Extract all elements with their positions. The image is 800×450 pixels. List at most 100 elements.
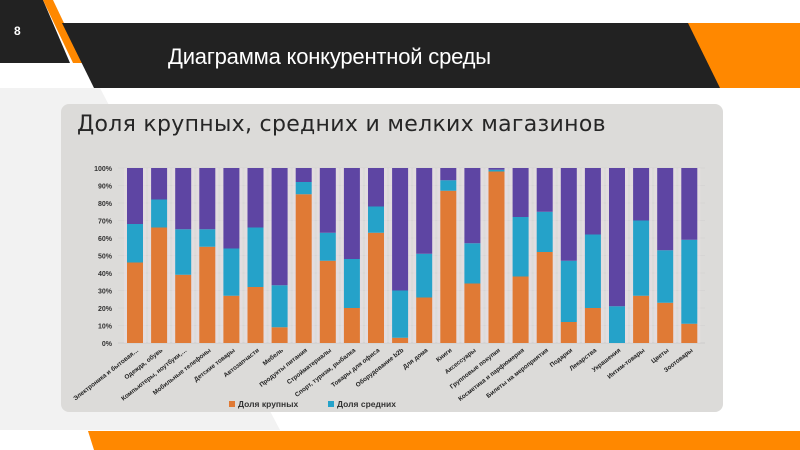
bar-segment-small [464, 168, 481, 244]
legend-swatch-medium [328, 401, 334, 407]
bar-segment-medium [392, 290, 409, 338]
bar-segment-small [271, 168, 288, 286]
footer-orange-band [88, 431, 800, 450]
bar-segment-small [560, 168, 577, 261]
y-tick-label: 20% [98, 306, 113, 313]
y-tick-label: 70% [98, 219, 113, 226]
bar-segment-large [657, 302, 674, 343]
bar-segment-large [536, 252, 553, 343]
bar-segment-large [343, 308, 360, 343]
y-tick-label: 40% [98, 271, 113, 278]
legend-label-medium: Доля средних [337, 399, 396, 409]
bar-segment-small [416, 168, 433, 254]
bar-segment-small [584, 168, 601, 235]
bar-segment-medium [151, 199, 168, 228]
bar-segment-medium [681, 239, 698, 324]
bar-segment-large [199, 246, 216, 343]
bar-segment-medium [488, 169, 505, 172]
bar-segment-medium [368, 206, 384, 233]
bar-segment-small [199, 168, 216, 230]
bar-segment-small [512, 168, 529, 217]
bar-segment-medium [223, 248, 240, 296]
bar-segment-large [681, 323, 698, 343]
corner-dark-block [0, 0, 70, 63]
bar-segment-large [319, 260, 336, 343]
bar-segment-medium [319, 232, 336, 261]
slide-number: 8 [14, 24, 21, 38]
bar-segment-large [271, 327, 288, 343]
y-tick-label: 90% [98, 184, 113, 191]
legend-swatch-large [229, 401, 235, 407]
y-tick-label: 30% [98, 289, 113, 296]
bar-segment-small [440, 168, 457, 181]
x-tick-label: Детские товары [193, 347, 237, 383]
bar-segment-medium [633, 220, 650, 296]
bar-segment-medium [199, 229, 216, 247]
bar-segment-small [127, 168, 143, 224]
bar-segment-medium [464, 243, 481, 284]
bar-segment-small [368, 168, 384, 207]
bar-segment-small [657, 168, 674, 251]
bar-segment-large [247, 287, 264, 343]
bar-segment-large [127, 262, 143, 343]
bar-segment-large [151, 227, 168, 343]
bar-segment-small [633, 168, 650, 221]
bar-segment-large [392, 337, 409, 343]
bar-segment-medium [271, 285, 288, 328]
bar-segment-medium [584, 234, 601, 308]
legend-label-large: Доля крупных [238, 399, 299, 409]
bar-segment-large [584, 308, 601, 343]
bar-segment-medium [657, 250, 674, 303]
y-tick-label: 60% [98, 236, 113, 243]
bar-segment-small [343, 168, 360, 259]
header-band [62, 23, 800, 88]
bar-segment-small [392, 168, 409, 291]
chart-title: Доля крупных, средних и мелких магазинов [77, 112, 606, 137]
corner-orange-stripe [43, 0, 83, 63]
bar-segment-large [633, 295, 650, 343]
x-tick-label: Книги [435, 347, 454, 364]
bar-segment-small [536, 168, 553, 212]
legend-item-large: Доля крупных [229, 399, 298, 409]
bar-segment-medium [416, 253, 433, 298]
y-tick-label: 10% [98, 324, 113, 331]
bar-segment-large [223, 295, 240, 343]
bar-segment-small [223, 168, 240, 249]
bar-segment-medium [536, 211, 553, 252]
legend-item-medium: Доля средних [328, 399, 396, 409]
bar-segment-medium [512, 217, 529, 277]
bar-segment-medium [440, 180, 457, 191]
bar-segment-medium [247, 227, 264, 287]
bar-segment-medium [560, 260, 577, 322]
bar-segment-small [319, 168, 336, 233]
bar-segment-large [416, 297, 433, 343]
header-orange-accent [688, 23, 800, 88]
bar-segment-large [488, 171, 505, 343]
y-tick-label: 80% [98, 201, 113, 208]
bar-segment-small [295, 168, 312, 182]
bar-segment-large [295, 194, 312, 343]
bar-segment-large [512, 276, 529, 343]
slide-title: Диаграмма конкурентной среды [168, 44, 491, 69]
bar-segment-small [609, 168, 625, 307]
y-tick-label: 0% [102, 341, 113, 348]
bar-segment-small [247, 168, 264, 228]
bar-segment-large [440, 190, 457, 343]
x-tick-label: Цветы [650, 347, 670, 365]
bar-segment-large [175, 274, 192, 343]
x-tick-label: Для дома [402, 347, 430, 371]
bar-segment-small [488, 168, 505, 170]
bar-segment-large [464, 283, 481, 343]
bar-segment-small [175, 168, 192, 230]
bar-segment-medium [343, 259, 360, 308]
y-tick-label: 100% [94, 166, 113, 173]
bar-segment-small [151, 168, 168, 200]
y-tick-label: 50% [98, 254, 113, 261]
bar-segment-medium [295, 182, 312, 195]
bar-segment-large [368, 232, 384, 343]
bar-segment-medium [175, 229, 192, 275]
bar-segment-medium [127, 224, 143, 263]
bar-segment-medium [609, 306, 625, 343]
bar-segment-large [560, 322, 577, 343]
